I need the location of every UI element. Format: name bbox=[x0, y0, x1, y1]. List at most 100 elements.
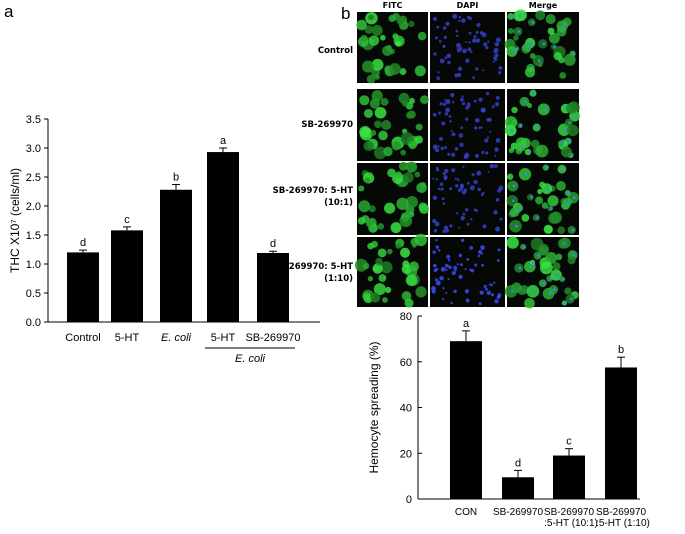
cell-blob bbox=[535, 10, 546, 21]
nucleus-dot bbox=[477, 187, 481, 192]
cell-blob bbox=[541, 202, 549, 209]
nucleus-dot bbox=[441, 121, 446, 126]
micrograph-cell bbox=[430, 89, 505, 161]
nucleus-dot bbox=[486, 290, 492, 296]
nucleus-dot bbox=[466, 257, 470, 261]
chart-a-thc: 0.0 0.5 1.0 1.5 2.0 2.5 3.0 3.5 THC X10⁷ (cells/… bbox=[8, 114, 320, 365]
nucleus-dot bbox=[453, 289, 457, 294]
cell-blob bbox=[384, 286, 392, 294]
cell-blob bbox=[378, 130, 388, 141]
cell-blob bbox=[416, 182, 427, 194]
nucleus-dot bbox=[451, 132, 456, 137]
cell-blob bbox=[368, 205, 376, 213]
cell-blob bbox=[539, 246, 549, 256]
nucleus-dot bbox=[436, 76, 441, 81]
cell-blob bbox=[358, 200, 371, 213]
nucleus-dot bbox=[563, 128, 567, 132]
nucleus-dot bbox=[480, 245, 485, 250]
nucleus-dot bbox=[510, 289, 514, 293]
nucleus-dot bbox=[494, 164, 498, 168]
nucleus-dot bbox=[561, 277, 565, 281]
nucleus-dot bbox=[484, 287, 488, 291]
cell-blob bbox=[415, 123, 423, 131]
nucleus-dot bbox=[437, 71, 440, 74]
nucleus-dot bbox=[461, 18, 466, 23]
cell-blob bbox=[414, 233, 428, 247]
cell-blob bbox=[535, 144, 549, 158]
nucleus-dot bbox=[478, 126, 482, 130]
cell-blob bbox=[380, 34, 386, 41]
nucleus-dot bbox=[460, 263, 463, 267]
cell-blob bbox=[543, 224, 553, 234]
nucleus-dot bbox=[537, 254, 541, 258]
cell-blob bbox=[391, 141, 402, 151]
category-label: SB-269970 bbox=[544, 507, 594, 518]
cell-blob bbox=[555, 253, 563, 261]
nucleus-dot bbox=[462, 48, 467, 54]
cell-blob bbox=[359, 95, 370, 106]
cell-blob bbox=[402, 260, 410, 268]
y-tick-label: 20 bbox=[400, 448, 412, 460]
nucleus-dot bbox=[486, 136, 490, 139]
nucleus-dot bbox=[494, 41, 500, 47]
nucleus-dot bbox=[560, 141, 564, 145]
cell-blob bbox=[366, 74, 376, 84]
category-label: Control bbox=[65, 332, 100, 344]
cell-blob bbox=[371, 90, 383, 102]
cell-blob bbox=[559, 72, 567, 79]
nucleus-dot bbox=[449, 224, 453, 228]
y-tick-label: 1.5 bbox=[26, 230, 41, 242]
cell-blob bbox=[398, 161, 408, 171]
nucleus-dot bbox=[474, 208, 478, 213]
nucleus-dot bbox=[494, 147, 499, 152]
nucleus-dot bbox=[445, 228, 450, 233]
nucleus-dot bbox=[453, 265, 458, 270]
nucleus-dot bbox=[479, 290, 484, 295]
nucleus-dot bbox=[462, 212, 466, 216]
nucleus-dot bbox=[476, 170, 482, 176]
nucleus-dot bbox=[481, 263, 485, 267]
cell-blob bbox=[411, 242, 417, 248]
cell-blob bbox=[370, 292, 381, 303]
cell-blob bbox=[405, 101, 414, 110]
nucleus-dot bbox=[495, 226, 501, 232]
row-label: (10:1) bbox=[324, 198, 353, 208]
cell-blob bbox=[408, 140, 417, 150]
cell-blob bbox=[524, 297, 535, 309]
nucleus-dot bbox=[435, 278, 438, 282]
nucleus-dot bbox=[567, 191, 571, 195]
cell-blob bbox=[557, 226, 566, 234]
nucleus-dot bbox=[465, 208, 469, 212]
nucleus-dot bbox=[475, 67, 479, 71]
micrograph-cell bbox=[357, 161, 430, 235]
nucleus-dot bbox=[493, 57, 498, 61]
cell-blob bbox=[408, 261, 419, 272]
nucleus-dot bbox=[566, 200, 570, 204]
nucleus-dot bbox=[472, 76, 476, 80]
nucleus-dot bbox=[464, 268, 467, 271]
nucleus-dot bbox=[572, 253, 576, 257]
nucleus-dot bbox=[445, 21, 450, 26]
cell-blob bbox=[553, 52, 562, 61]
nucleus-dot bbox=[460, 238, 465, 243]
category-label: 5-HT bbox=[115, 332, 140, 344]
nucleus-dot bbox=[444, 112, 449, 116]
nucleus-dot bbox=[451, 101, 455, 104]
cell-blob bbox=[370, 129, 377, 136]
cell-blob bbox=[360, 34, 368, 42]
cell-blob bbox=[388, 14, 396, 23]
cell-blob bbox=[548, 212, 560, 224]
nucleus-dot bbox=[455, 29, 459, 33]
cell-blob bbox=[403, 172, 414, 183]
cell-blob bbox=[405, 161, 418, 173]
nucleus-dot bbox=[529, 41, 533, 45]
nucleus-dot bbox=[477, 254, 481, 258]
y-tick-label: 2.0 bbox=[26, 201, 41, 213]
nucleus-dot bbox=[510, 15, 514, 18]
nucleus-dot bbox=[489, 163, 495, 169]
cell-blob bbox=[567, 256, 576, 265]
y-axis-label: Hemocyte spreading (%) bbox=[367, 341, 381, 473]
cell-blob bbox=[405, 111, 414, 119]
nucleus-dot bbox=[511, 50, 515, 54]
cell-blob bbox=[395, 243, 402, 249]
